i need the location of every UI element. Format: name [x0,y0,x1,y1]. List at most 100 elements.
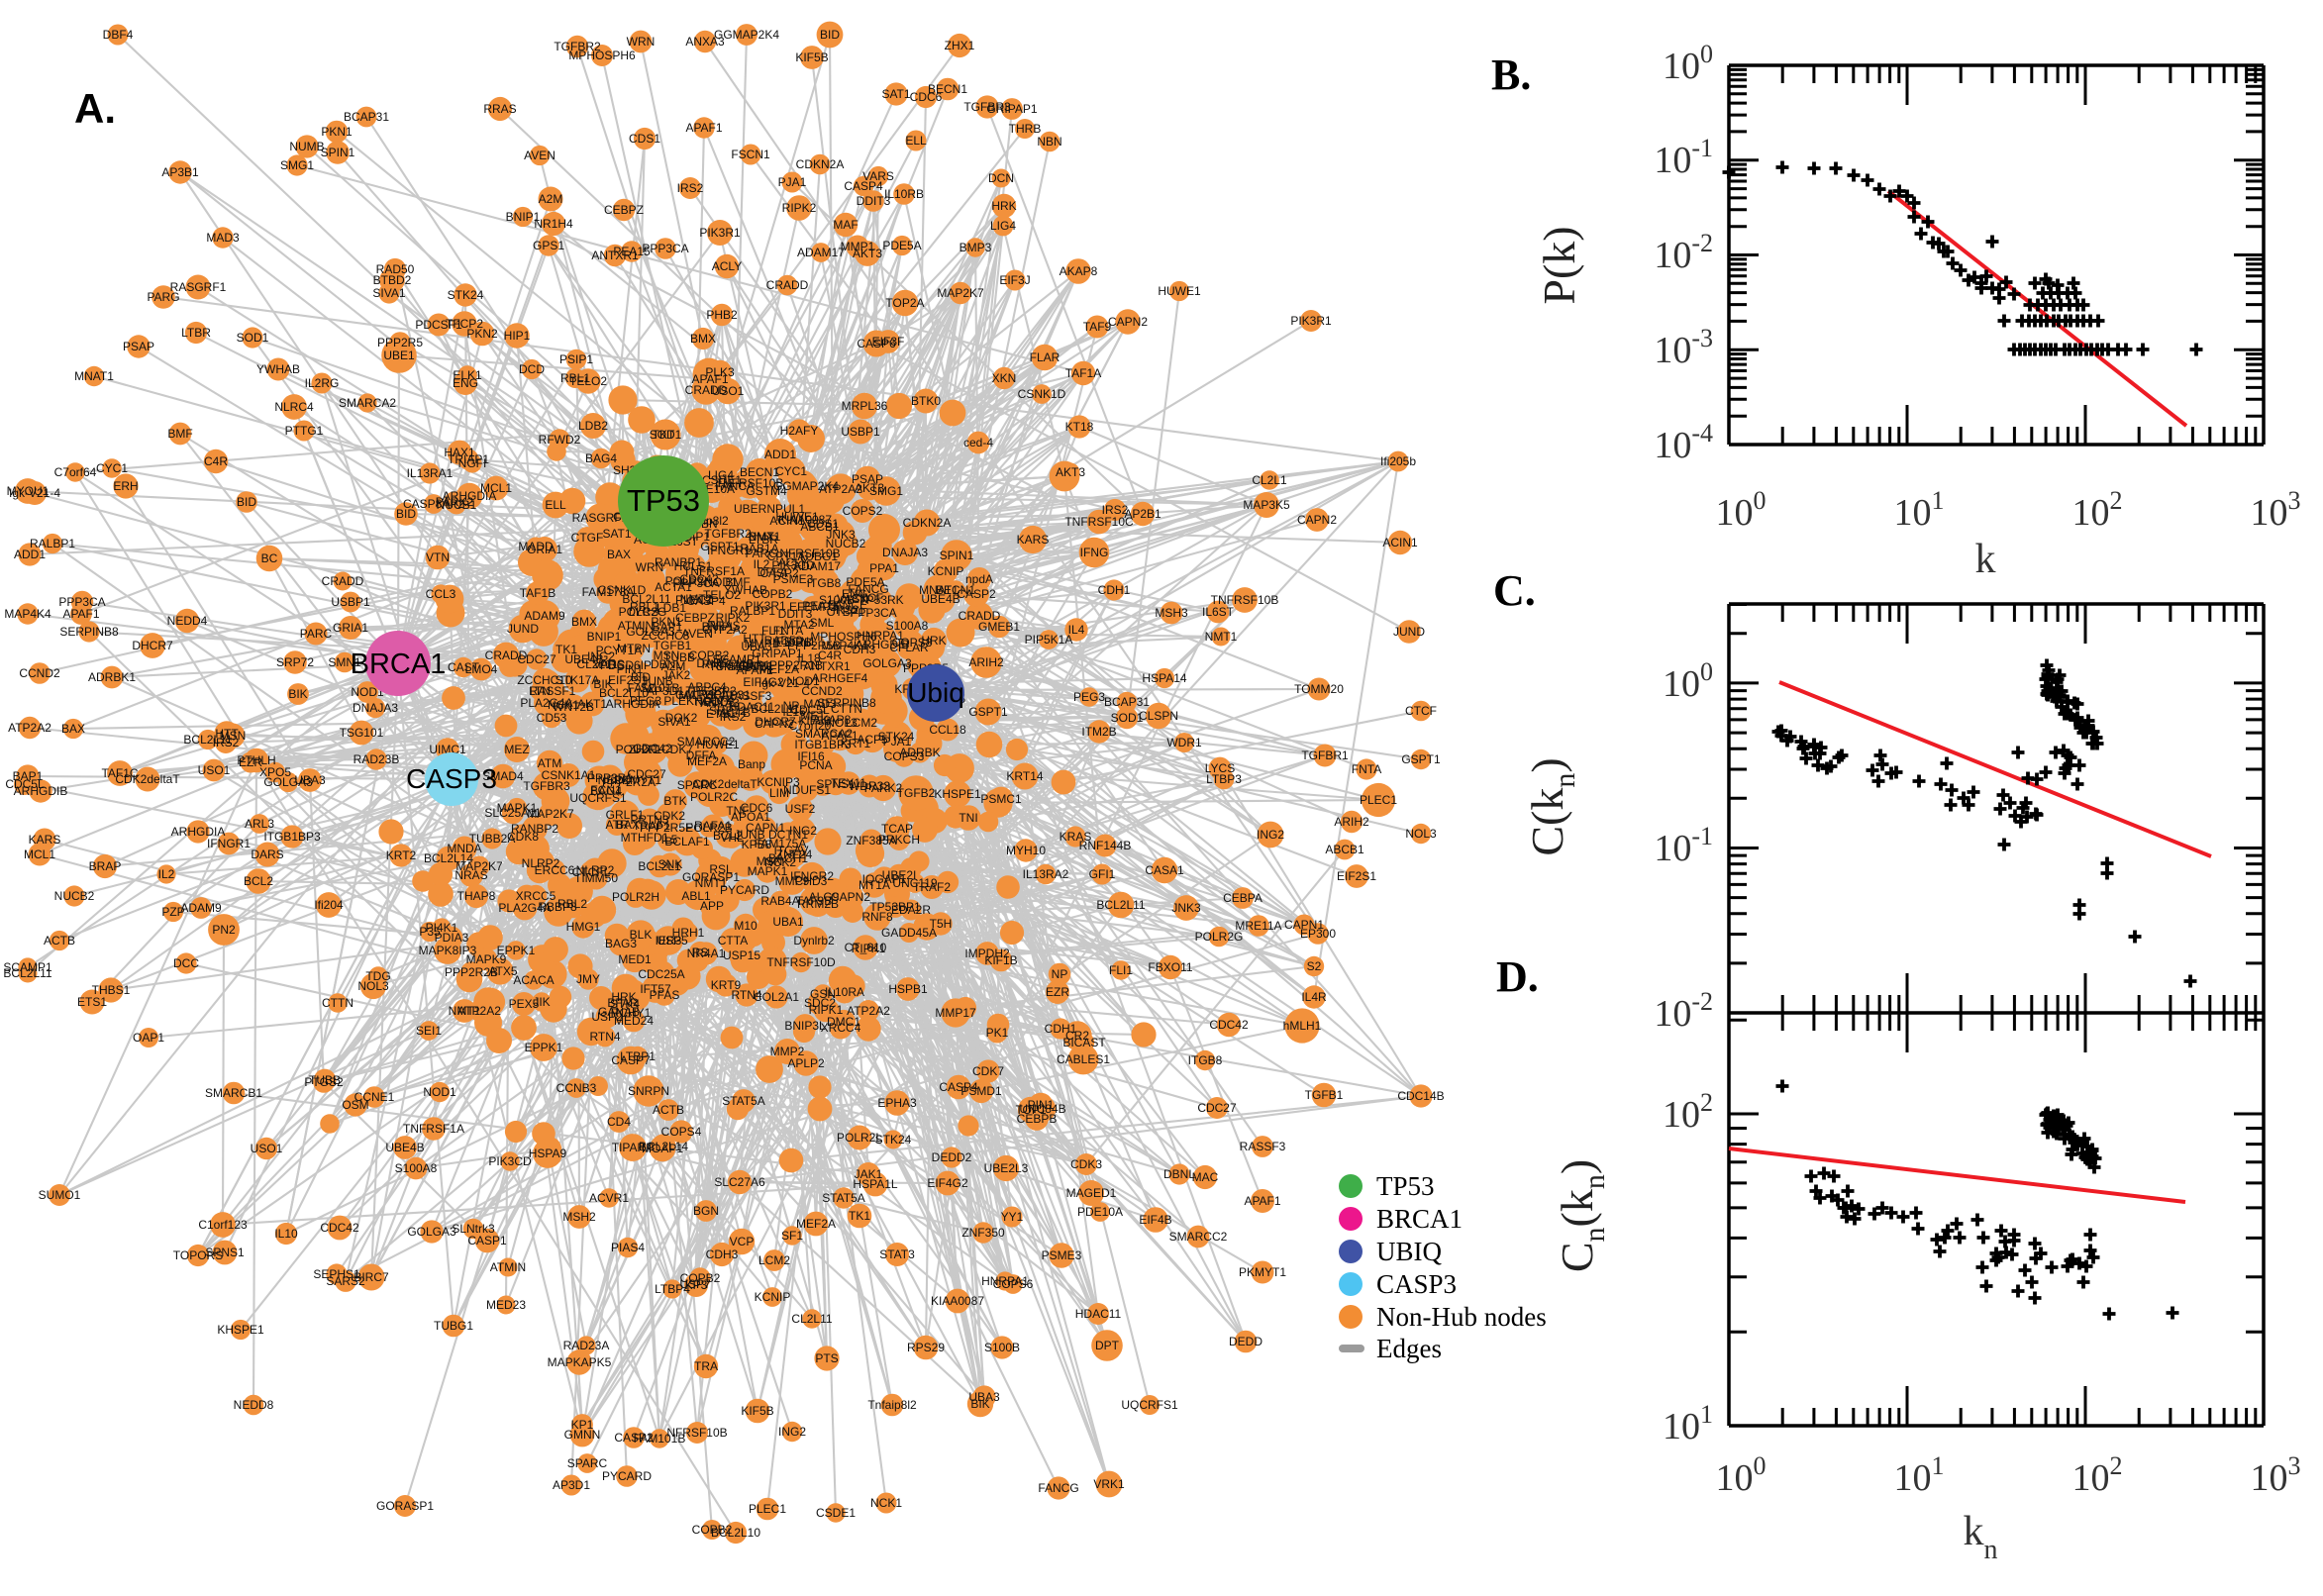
svg-text:PYCARD: PYCARD [602,1469,652,1483]
svg-text:GFI1: GFI1 [1089,867,1116,881]
svg-text:CEBPB: CEBPB [1017,1112,1058,1126]
svg-text:PPA1: PPA1 [869,561,899,575]
svg-text:CCL18: CCL18 [929,723,966,737]
svg-text:A.: A. [74,85,116,132]
svg-text:PKN1: PKN1 [321,125,353,139]
svg-text:USO1: USO1 [198,763,231,777]
svg-text:ABPC4: ABPC4 [687,680,727,694]
svg-text:IL10: IL10 [274,1227,298,1241]
svg-text:GADD45A: GADD45A [881,926,937,940]
svg-text:SF1: SF1 [781,1229,803,1243]
svg-text:SLC27A6: SLC27A6 [714,1175,765,1189]
svg-text:ARIH2: ARIH2 [1334,815,1369,829]
svg-text:CTCFL: CTCFL [572,865,611,879]
svg-text:YWHAB: YWHAB [256,362,300,376]
svg-text:BFAR: BFAR [607,996,639,1010]
svg-text:TUBB: TUBB [309,1073,341,1087]
svg-text:CAPN2: CAPN2 [1108,315,1148,329]
svg-text:MED1: MED1 [618,952,652,966]
svg-text:ANTXR1: ANTXR1 [591,249,639,262]
svg-text:SUMO1: SUMO1 [39,1188,81,1202]
svg-text:RIPK2: RIPK2 [782,201,817,215]
svg-text:NEDD4: NEDD4 [167,614,208,628]
svg-text:DPT: DPT [1095,1339,1120,1352]
svg-text:NUCB2: NUCB2 [826,537,866,550]
svg-text:SOD1: SOD1 [1111,711,1144,725]
svg-text:TGFBR1: TGFBR1 [1301,748,1349,762]
svg-text:IL2RG: IL2RG [305,376,340,390]
svg-text:CCL3: CCL3 [426,587,456,601]
svg-text:BMF: BMF [167,427,192,441]
svg-text:PPP2R1B: PPP2R1B [769,658,823,672]
svg-text:PDE10A: PDE10A [1077,1205,1123,1219]
svg-text:IMPDH2: IMPDH2 [964,947,1010,960]
svg-text:GORASP1: GORASP1 [376,1499,434,1513]
svg-text:PTS: PTS [815,1351,838,1365]
svg-text:SMARCB1: SMARCB1 [205,1086,262,1100]
svg-text:CAPN1: CAPN1 [1284,918,1324,932]
svg-text:USBP1: USBP1 [841,425,880,439]
svg-text:MSN: MSN [220,729,247,743]
svg-text:CAST: CAST [448,660,480,674]
svg-text:DMC1: DMC1 [827,1015,860,1029]
svg-text:APAF1: APAF1 [62,607,99,621]
svg-text:RANBP2: RANBP2 [511,822,558,836]
svg-text:KCNIP: KCNIP [928,564,964,578]
svg-text:USP5: USP5 [656,934,688,948]
svg-text:ACACA: ACACA [513,973,554,987]
svg-text:VRK1: VRK1 [1093,1477,1125,1491]
svg-text:PSMC1: PSMC1 [980,792,1022,806]
svg-text:NCK1: NCK1 [870,1496,902,1510]
svg-text:STK24: STK24 [875,1133,912,1147]
svg-text:ACP5: ACP5 [857,733,888,747]
svg-text:CDK7: CDK7 [972,1064,1004,1078]
svg-text:EFEMP2: EFEMP2 [789,600,837,614]
svg-text:POLR2C: POLR2C [690,790,738,804]
svg-text:PLEKHO1: PLEKHO1 [663,694,719,708]
svg-text:CDS1: CDS1 [629,132,660,146]
svg-text:NEDD8: NEDD8 [234,1398,274,1412]
svg-text:NP: NP [1052,967,1068,981]
svg-text:SPARC: SPARC [567,1456,608,1470]
svg-text:ACTB: ACTB [653,1103,684,1117]
svg-text:TNFRSF10B: TNFRSF10B [1211,593,1279,607]
svg-text:KIF5B: KIF5B [795,50,828,64]
svg-text:SPIN1: SPIN1 [940,549,974,562]
svg-text:PKMYT1: PKMYT1 [1239,1265,1286,1279]
svg-text:DNAJA3: DNAJA3 [882,546,928,559]
svg-text:KRT2: KRT2 [386,848,417,862]
svg-text:COPS3: COPS3 [884,749,925,763]
svg-text:PK1: PK1 [986,1026,1009,1040]
svg-text:IL10RA: IL10RA [825,985,864,999]
svg-text:CRADD: CRADD [322,574,364,588]
svg-text:PLA2G4A: PLA2G4A [498,901,551,915]
svg-text:CDC27: CDC27 [517,652,556,666]
svg-text:PLEC1: PLEC1 [749,1502,786,1516]
svg-text:SMG1: SMG1 [869,484,903,498]
svg-text:FLI1: FLI1 [1109,963,1133,977]
svg-text:BTK0: BTK0 [911,394,941,408]
svg-text:BCL2L11: BCL2L11 [1096,898,1145,912]
svg-text:XKN: XKN [992,371,1017,385]
svg-text:AP3D1: AP3D1 [553,1478,590,1492]
svg-text:ENG: ENG [453,376,478,390]
svg-text:BCL2L11: BCL2L11 [3,966,51,980]
svg-text:CYC1: CYC1 [775,464,807,478]
svg-text:COPB2: COPB2 [692,1523,733,1537]
svg-text:BMP3: BMP3 [960,241,992,254]
svg-text:ADAM9: ADAM9 [180,901,222,915]
svg-text:PFAS: PFAS [650,988,680,1002]
svg-text:HUWE1: HUWE1 [696,738,740,751]
svg-text:LTBP1: LTBP1 [620,1049,656,1063]
svg-text:IL13RA2: IL13RA2 [1023,867,1069,881]
svg-text:IL16: IL16 [782,705,806,719]
svg-text:HSPB1: HSPB1 [888,982,928,996]
svg-text:hMLH1: hMLH1 [1283,1019,1322,1033]
svg-text:CABLES1: CABLES1 [1057,1052,1110,1066]
svg-text:ITGB1BP3: ITGB1BP3 [263,830,321,844]
svg-text:ADD1: ADD1 [14,548,46,561]
svg-text:RAD50: RAD50 [376,262,415,276]
svg-text:BRAP: BRAP [89,859,122,873]
svg-text:KIAA0087: KIAA0087 [931,1294,984,1308]
svg-text:ADRBK1: ADRBK1 [88,670,136,684]
